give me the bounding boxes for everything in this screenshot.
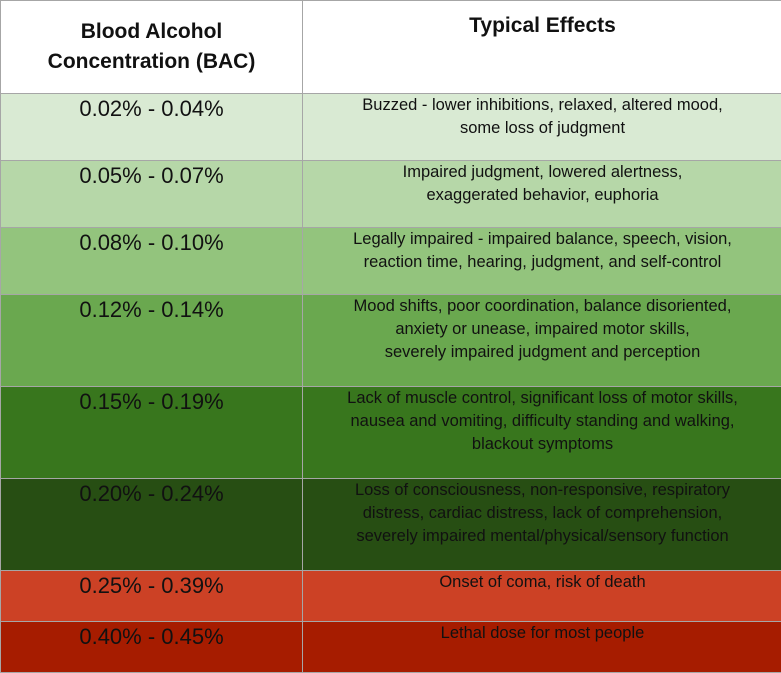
effect-line: reaction time, hearing, judgment, and se… [303,251,781,274]
effects-cell: Lethal dose for most people [303,622,781,673]
effects-cell: Onset of coma, risk of death [303,571,781,622]
effect-line: Mood shifts, poor coordination, balance … [303,295,781,318]
bac-range-cell: 0.08% - 0.10% [1,228,303,295]
effects-cell: Loss of consciousness, non-responsive, r… [303,479,781,571]
bac-range-cell: 0.02% - 0.04% [1,94,303,161]
bac-range-cell: 0.05% - 0.07% [1,161,303,228]
table-row: 0.20% - 0.24%Loss of consciousness, non-… [1,479,781,571]
effects-cell: Mood shifts, poor coordination, balance … [303,295,781,387]
effects-column-header: Typical Effects [303,1,781,94]
effect-line: Legally impaired - impaired balance, spe… [303,228,781,251]
effects-cell: Legally impaired - impaired balance, spe… [303,228,781,295]
effect-line: exaggerated behavior, euphoria [303,184,781,207]
table-row: 0.25% - 0.39%Onset of coma, risk of deat… [1,571,781,622]
table-row: 0.12% - 0.14%Mood shifts, poor coordinat… [1,295,781,387]
table-row: 0.08% - 0.10%Legally impaired - impaired… [1,228,781,295]
table-row: 0.02% - 0.04%Buzzed - lower inhibitions,… [1,94,781,161]
effect-line: severely impaired judgment and perceptio… [303,341,781,364]
bac-header-line-2: Concentration (BAC) [1,47,302,77]
effects-cell: Lack of muscle control, significant loss… [303,387,781,479]
effect-line: nausea and vomiting, difficulty standing… [303,410,781,433]
table-row: 0.40% - 0.45%Lethal dose for most people [1,622,781,673]
effect-line: some loss of judgment [303,117,781,140]
bac-range-cell: 0.15% - 0.19% [1,387,303,479]
effect-line: anxiety or unease, impaired motor skills… [303,318,781,341]
bac-header-line-1: Blood Alcohol [1,17,302,47]
effects-cell: Buzzed - lower inhibitions, relaxed, alt… [303,94,781,161]
bac-range-cell: 0.20% - 0.24% [1,479,303,571]
effect-line: severely impaired mental/physical/sensor… [303,525,781,548]
bac-column-header: Blood Alcohol Concentration (BAC) [1,1,303,94]
bac-range-cell: 0.25% - 0.39% [1,571,303,622]
effects-cell: Impaired judgment, lowered alertness,exa… [303,161,781,228]
table-row: 0.05% - 0.07%Impaired judgment, lowered … [1,161,781,228]
bac-range-cell: 0.12% - 0.14% [1,295,303,387]
table-body: 0.02% - 0.04%Buzzed - lower inhibitions,… [1,94,781,673]
effect-line: distress, cardiac distress, lack of comp… [303,502,781,525]
effect-line: Buzzed - lower inhibitions, relaxed, alt… [303,94,781,117]
effect-line: Impaired judgment, lowered alertness, [303,161,781,184]
table-row: 0.15% - 0.19%Lack of muscle control, sig… [1,387,781,479]
effect-line: blackout symptoms [303,433,781,456]
effect-line: Loss of consciousness, non-responsive, r… [303,479,781,502]
effect-line: Onset of coma, risk of death [303,571,781,594]
table-header-row: Blood Alcohol Concentration (BAC) Typica… [1,1,781,94]
bac-range-cell: 0.40% - 0.45% [1,622,303,673]
effect-line: Lack of muscle control, significant loss… [303,387,781,410]
effect-line: Lethal dose for most people [303,622,781,645]
